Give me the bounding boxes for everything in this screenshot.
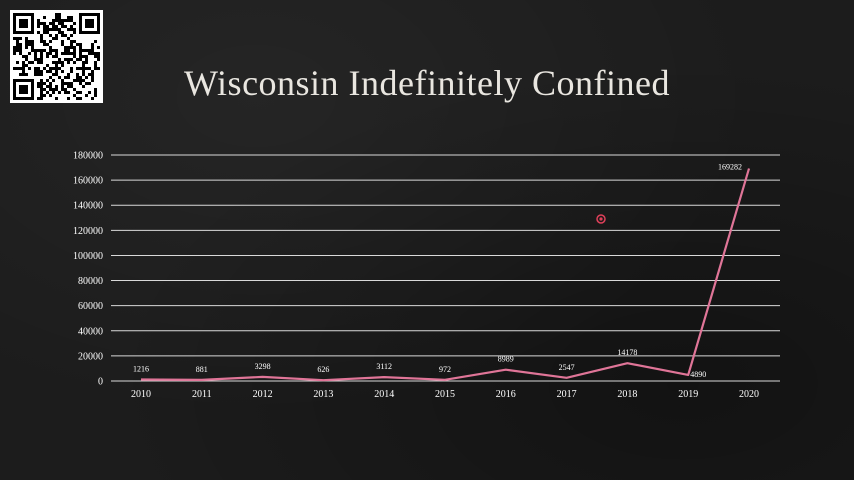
data-label: 8989 bbox=[498, 355, 514, 364]
x-tick-label: 2013 bbox=[313, 389, 333, 400]
series-line bbox=[140, 168, 751, 382]
y-tick-label: 140000 bbox=[73, 201, 103, 212]
y-tick-label: 80000 bbox=[78, 276, 103, 287]
x-tick-label: 2011 bbox=[192, 389, 212, 400]
data-label: 2547 bbox=[559, 363, 575, 372]
data-label: 626 bbox=[317, 365, 329, 374]
y-tick-label: 100000 bbox=[73, 251, 103, 262]
y-axis-ticks: 0 20000 40000 60000 80000 100000 120000 140000 1… bbox=[73, 151, 103, 388]
data-label: 3298 bbox=[255, 362, 271, 371]
x-tick-label: 2020 bbox=[739, 389, 759, 400]
y-tick-label: 180000 bbox=[73, 151, 103, 162]
x-tick-label: 2010 bbox=[131, 389, 151, 400]
x-tick-label: 2015 bbox=[435, 389, 455, 400]
y-tick-label: 0 bbox=[98, 377, 103, 388]
data-label: 881 bbox=[196, 365, 208, 374]
y-tick-label: 160000 bbox=[73, 176, 103, 187]
data-labels: 1216 881 3298 626 3112 972 8989 2547 14178 4890 16… bbox=[133, 162, 750, 381]
chart-title: Wisconsin Indefinitely Confined bbox=[184, 63, 670, 103]
y-tick-label: 120000 bbox=[73, 226, 103, 237]
x-tick-label: 2017 bbox=[557, 389, 577, 400]
data-label: 972 bbox=[439, 365, 451, 374]
cursor-marker-icon bbox=[596, 214, 606, 224]
x-tick-label: 2018 bbox=[617, 389, 637, 400]
x-tick-label: 2016 bbox=[496, 389, 516, 400]
y-tick-label: 40000 bbox=[78, 326, 103, 337]
data-label: 169282 bbox=[718, 162, 742, 171]
data-label: 4890 bbox=[690, 370, 706, 379]
x-tick-label: 2019 bbox=[678, 389, 698, 400]
x-tick-label: 2012 bbox=[253, 389, 273, 400]
data-label: 1216 bbox=[133, 364, 149, 373]
x-tick-label: 2014 bbox=[374, 389, 394, 400]
y-tick-label: 60000 bbox=[78, 301, 103, 312]
data-label: 14178 bbox=[617, 348, 637, 357]
y-tick-label: 20000 bbox=[78, 351, 103, 362]
data-label: 3112 bbox=[376, 362, 392, 371]
gridlines bbox=[111, 154, 780, 382]
qr-code-icon bbox=[10, 10, 103, 103]
x-axis-ticks: 2010 2011 2012 2013 2014 2015 2016 2017 2018 2019… bbox=[131, 389, 759, 400]
